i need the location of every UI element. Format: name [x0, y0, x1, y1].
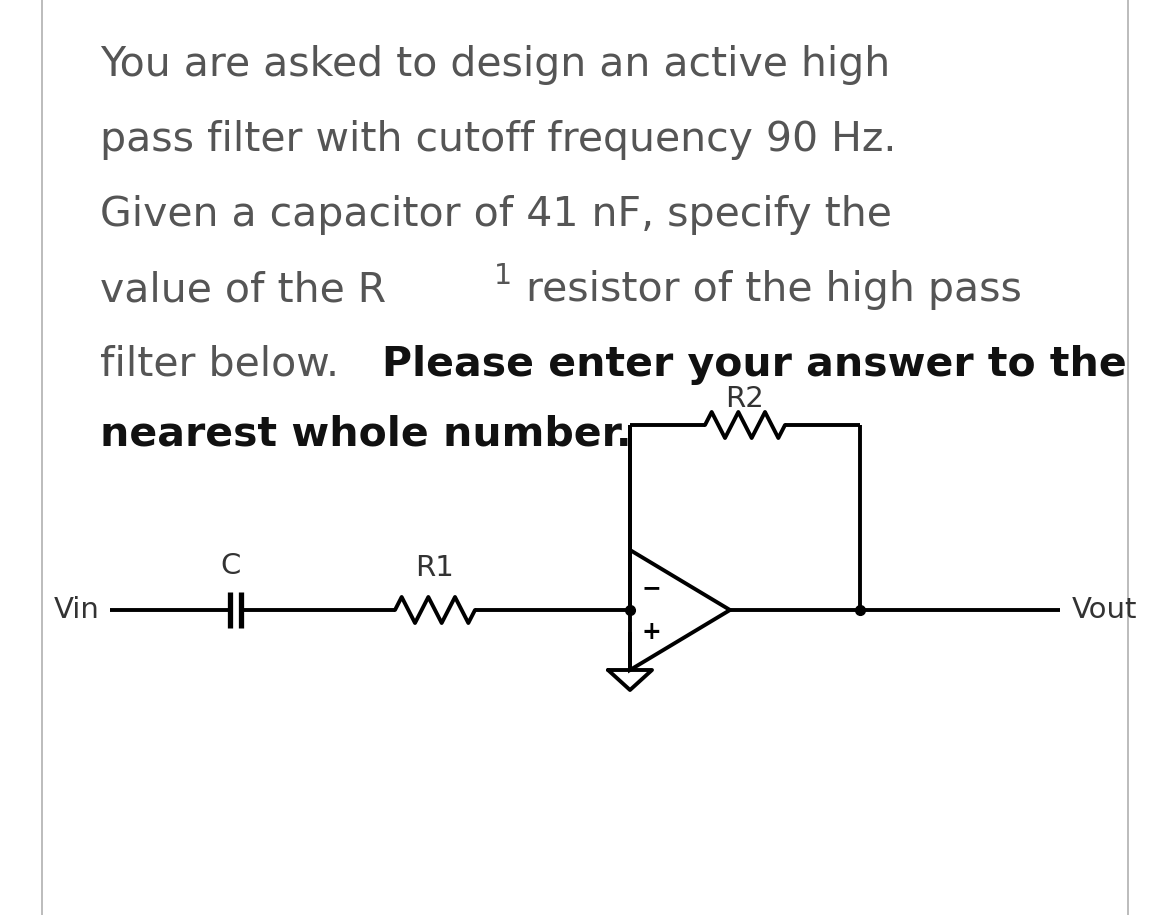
- Text: C: C: [221, 552, 241, 580]
- Text: pass filter with cutoff frequency 90 Hz.: pass filter with cutoff frequency 90 Hz.: [99, 120, 896, 160]
- Text: You are asked to design an active high: You are asked to design an active high: [99, 45, 890, 85]
- Text: Given a capacitor of 41 nF, specify the: Given a capacitor of 41 nF, specify the: [99, 195, 892, 235]
- Text: Vin: Vin: [54, 596, 99, 624]
- Text: R1: R1: [415, 554, 454, 582]
- Text: resistor of the high pass: resistor of the high pass: [512, 270, 1021, 310]
- Text: +: +: [642, 620, 662, 644]
- Text: 1: 1: [494, 262, 512, 290]
- Text: value of the R: value of the R: [99, 270, 386, 310]
- Text: nearest whole number.: nearest whole number.: [99, 415, 632, 455]
- Text: Please enter your answer to the: Please enter your answer to the: [381, 345, 1127, 385]
- Text: R2: R2: [725, 385, 764, 413]
- Text: Vout: Vout: [1072, 596, 1137, 624]
- Text: −: −: [642, 576, 662, 600]
- Text: filter below.: filter below.: [99, 345, 352, 385]
